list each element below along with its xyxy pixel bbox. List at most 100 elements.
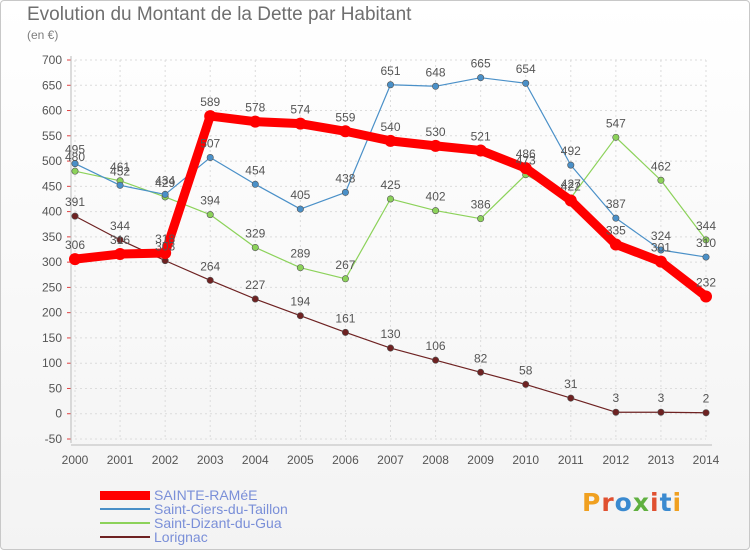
data-point (567, 161, 575, 169)
data-point (249, 115, 262, 128)
data-point (702, 236, 710, 244)
data-label: 31 (564, 377, 578, 391)
data-label: 454 (245, 163, 265, 177)
data-label: 486 (516, 147, 536, 161)
data-point (612, 214, 620, 222)
data-point (206, 211, 214, 219)
data-label: 495 (65, 143, 85, 157)
y-tick-label: 600 (42, 104, 62, 118)
data-label: 310 (696, 236, 716, 250)
data-label: 329 (245, 226, 265, 240)
data-point (477, 368, 485, 376)
legend-swatch (100, 536, 150, 538)
data-point (429, 139, 442, 152)
proxiti-logo: Proxiti (582, 488, 682, 517)
data-point (567, 394, 575, 402)
logo-letter: r (601, 488, 615, 517)
data-label: 589 (200, 95, 220, 109)
data-point (206, 154, 214, 162)
data-point (161, 190, 169, 198)
data-label: 425 (380, 178, 400, 192)
x-tick-label: 2012 (603, 453, 630, 467)
data-label: 58 (519, 363, 533, 377)
data-point (71, 160, 79, 168)
legend-swatch (100, 490, 150, 500)
data-point (612, 133, 620, 141)
data-point (71, 212, 79, 220)
legend-item: Saint-Ciers-du-Taillon (100, 502, 288, 516)
x-tick-label: 2008 (422, 453, 449, 467)
data-label: 303 (155, 240, 175, 254)
data-point (251, 295, 259, 303)
unit-label: (en €) (27, 28, 59, 42)
y-tick-label: 200 (42, 306, 62, 320)
y-tick-label: 700 (42, 53, 62, 67)
data-point (206, 276, 214, 284)
data-label: 316 (110, 233, 130, 247)
x-tick-label: 2010 (512, 453, 539, 467)
data-label: 665 (471, 57, 491, 71)
legend-label: Lorignac (154, 529, 208, 545)
data-point (386, 344, 394, 352)
logo-letter: i (672, 488, 683, 517)
data-label: 232 (696, 275, 716, 289)
data-point (657, 246, 665, 254)
data-label: 422 (561, 179, 581, 193)
legend-item: Saint-Dizant-du-Gua (100, 516, 282, 530)
data-point (432, 82, 440, 90)
data-label: 429 (155, 176, 175, 190)
x-tick-label: 2000 (62, 453, 89, 467)
data-point (71, 167, 79, 175)
data-label: 492 (561, 144, 581, 158)
data-label: 547 (606, 116, 626, 130)
data-point (69, 253, 81, 266)
data-label: 306 (65, 238, 85, 252)
data-label: 106 (426, 339, 446, 353)
data-label: 82 (474, 351, 488, 365)
x-tick-label: 2006 (332, 453, 359, 467)
y-tick-label: 400 (42, 205, 62, 219)
data-label: 324 (651, 229, 671, 243)
y-tick-label: 550 (42, 129, 62, 143)
data-point (341, 188, 349, 196)
data-point (654, 255, 667, 268)
data-point (296, 312, 304, 320)
x-tick-label: 2011 (558, 453, 584, 467)
data-point (564, 194, 577, 207)
data-point (251, 243, 259, 251)
data-label: 654 (516, 62, 536, 76)
data-label: 267 (335, 258, 355, 272)
data-point (341, 275, 349, 283)
data-point (294, 117, 307, 130)
legend-label: Saint-Ciers-du-Taillon (154, 501, 288, 517)
logo-letter: i (650, 488, 660, 517)
y-tick-label: 0 (55, 407, 62, 421)
data-label: 462 (651, 159, 671, 173)
data-label: 335 (606, 223, 626, 237)
y-tick-label: 300 (42, 255, 62, 269)
y-tick-label: 150 (42, 331, 62, 345)
logo-letter: t (659, 488, 673, 517)
data-point (702, 409, 710, 417)
y-tick-label: 250 (42, 280, 62, 294)
data-label: 461 (110, 160, 130, 174)
data-label: 264 (200, 259, 220, 273)
data-point (657, 408, 665, 416)
data-label: 161 (335, 311, 355, 325)
data-label: 438 (335, 171, 355, 185)
data-label: 427 (561, 177, 581, 191)
data-point (519, 162, 532, 175)
data-point (339, 125, 352, 138)
data-label: 648 (426, 65, 446, 79)
data-point (296, 205, 304, 213)
x-tick-label: 2002 (152, 453, 179, 467)
x-tick-label: 2001 (107, 453, 134, 467)
data-point (204, 110, 217, 123)
data-point (657, 176, 665, 184)
data-point (522, 380, 530, 388)
data-point (159, 247, 172, 260)
x-tick-label: 2007 (377, 453, 404, 467)
data-label: 391 (65, 195, 85, 209)
data-label: 130 (380, 327, 400, 341)
x-tick-label: 2009 (467, 453, 494, 467)
